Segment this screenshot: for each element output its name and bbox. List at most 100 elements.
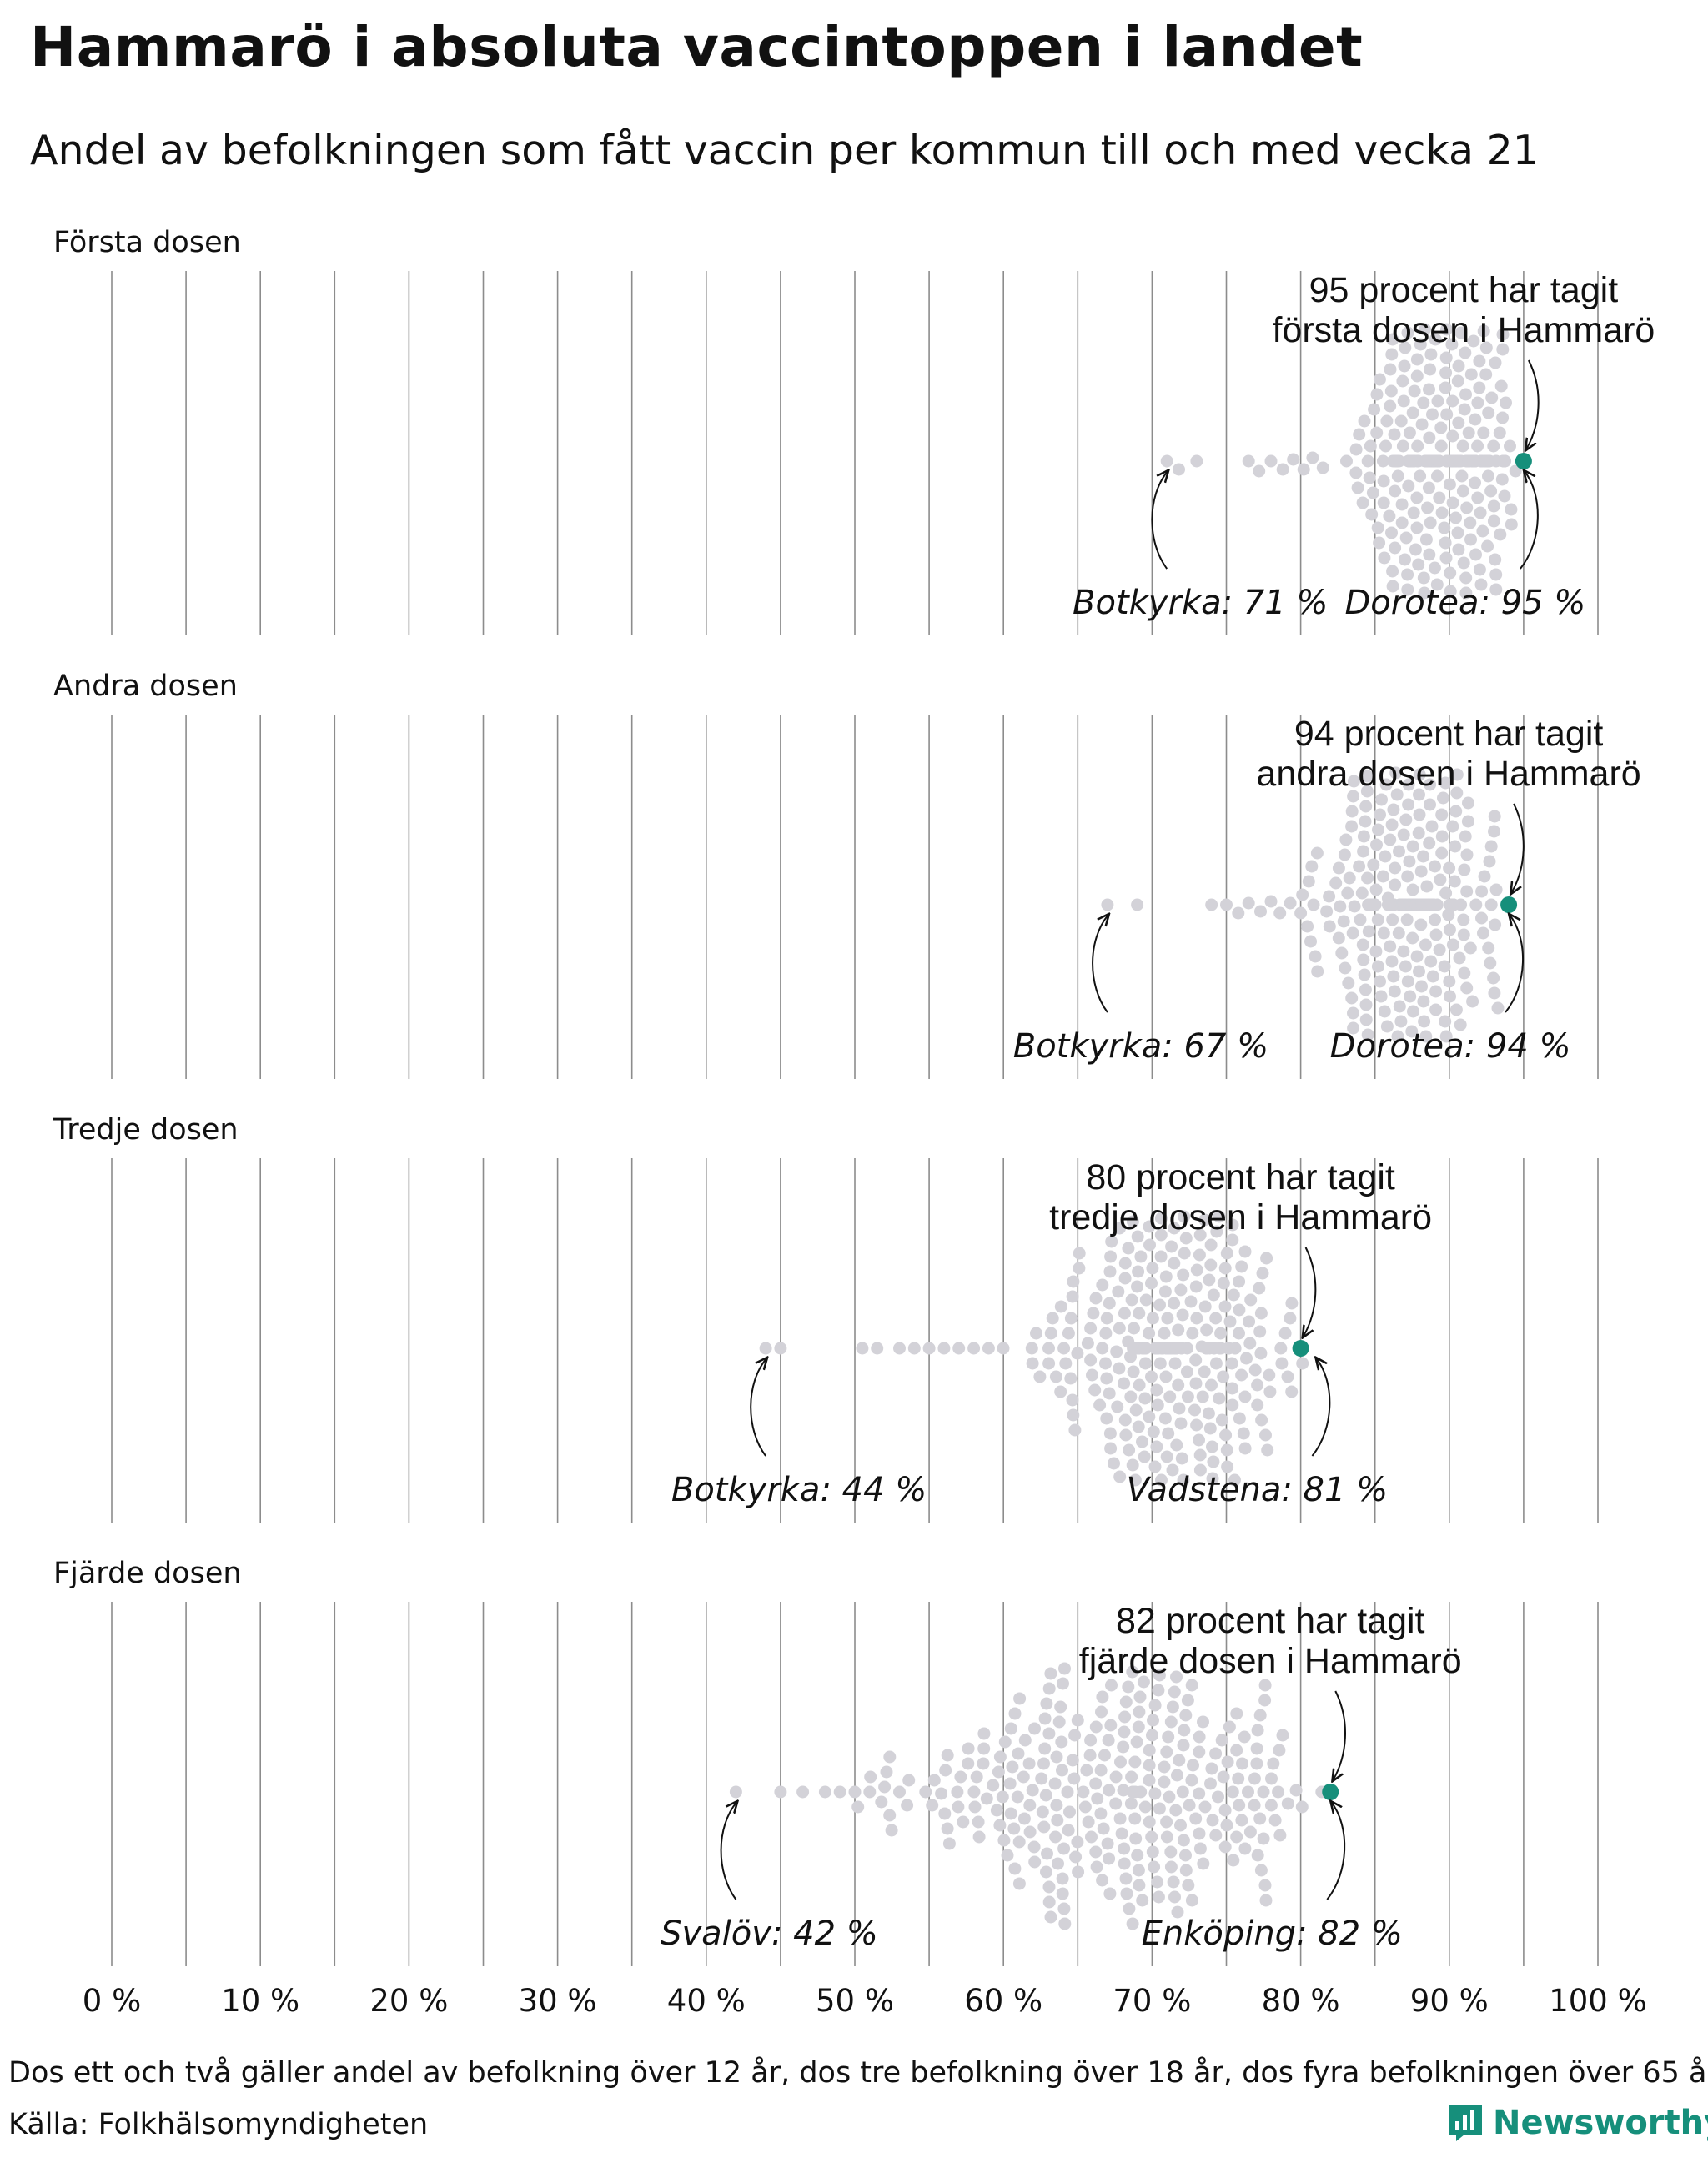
municipality-dot	[1235, 1260, 1248, 1273]
municipality-dot	[1341, 886, 1354, 900]
municipality-dot	[1057, 1342, 1071, 1355]
municipality-dot	[1358, 968, 1371, 981]
municipality-dot	[1118, 1377, 1131, 1390]
municipality-dot	[967, 1342, 981, 1355]
municipality-dot	[901, 1799, 914, 1812]
min-arrow	[1151, 471, 1168, 570]
municipality-dot	[952, 1800, 965, 1814]
municipality-dot	[1118, 1842, 1131, 1855]
municipality-dot	[1171, 1769, 1183, 1782]
municipality-dot	[1424, 516, 1437, 529]
municipality-dot	[1439, 1030, 1453, 1043]
municipality-dot	[1113, 1362, 1126, 1375]
municipality-dot	[1496, 328, 1510, 341]
municipality-dot	[1285, 1297, 1299, 1310]
municipality-dot	[1464, 368, 1478, 381]
municipality-dot	[1174, 1819, 1187, 1832]
municipality-dot	[1137, 1675, 1150, 1689]
municipality-dot	[1126, 1215, 1139, 1228]
municipality-dot	[1434, 439, 1448, 453]
municipality-dot	[1294, 906, 1308, 920]
municipality-dot	[1403, 426, 1416, 439]
municipality-dot	[1399, 813, 1413, 826]
municipality-dot	[1173, 1754, 1186, 1767]
municipality-dot	[1459, 571, 1473, 585]
municipality-dot	[1202, 1407, 1215, 1420]
municipality-dot	[1094, 1764, 1108, 1777]
municipality-dot	[1063, 1805, 1076, 1819]
municipality-dot	[1103, 1852, 1116, 1865]
municipality-dot	[1438, 521, 1451, 534]
municipality-dot	[1198, 1800, 1212, 1814]
municipality-dot	[1226, 1382, 1239, 1395]
municipality-dot	[1489, 356, 1502, 369]
municipality-dot	[1197, 1857, 1210, 1870]
municipality-dot	[1028, 1722, 1041, 1735]
municipality-dot	[1401, 870, 1414, 883]
municipality-dot	[1377, 926, 1390, 940]
municipality-dot	[1273, 1829, 1287, 1842]
municipality-dot	[1040, 1697, 1053, 1710]
municipality-dot	[1204, 1777, 1217, 1790]
municipality-dot	[1226, 1233, 1239, 1247]
municipality-dot	[1361, 454, 1374, 468]
municipality-dot	[1487, 439, 1500, 453]
municipality-dot	[1193, 1730, 1206, 1744]
municipality-dot	[1190, 1263, 1203, 1277]
municipality-dot	[1401, 975, 1414, 988]
municipality-dot	[1012, 1835, 1026, 1849]
municipality-dot	[1172, 1378, 1185, 1392]
municipality-dot	[1118, 1725, 1131, 1739]
municipality-dot	[1103, 1387, 1116, 1400]
municipality-dot	[1072, 1865, 1085, 1879]
municipality-dot	[1358, 414, 1371, 428]
municipality-dot	[1462, 426, 1475, 439]
municipality-dot	[1235, 1814, 1248, 1827]
municipality-dot	[1071, 1347, 1084, 1360]
municipality-dot	[1433, 943, 1446, 956]
municipality-dot	[1100, 1412, 1113, 1425]
municipality-dot	[1209, 1357, 1223, 1370]
municipality-dot	[1158, 1412, 1172, 1425]
municipality-dot	[1073, 1247, 1086, 1260]
municipality-dot	[1430, 578, 1444, 591]
municipality-dot	[1455, 469, 1469, 483]
municipality-dot	[939, 1764, 952, 1777]
municipality-dot	[1400, 913, 1414, 926]
municipality-dot	[1254, 905, 1267, 918]
municipality-dot	[1401, 326, 1414, 339]
municipality-dot	[1417, 995, 1430, 1008]
municipality-dot	[880, 1765, 893, 1779]
municipality-dot	[1143, 1238, 1156, 1252]
municipality-dot	[1476, 524, 1489, 538]
municipality-dot	[1479, 368, 1493, 381]
municipality-dot	[1126, 1458, 1139, 1472]
municipality-dot	[1402, 798, 1415, 811]
municipality-dot	[1504, 439, 1516, 453]
municipality-dot	[1112, 1285, 1125, 1298]
municipality-dot	[1316, 461, 1329, 474]
municipality-dot	[1401, 583, 1414, 596]
municipality-dot	[1388, 985, 1401, 998]
municipality-dot	[1193, 1745, 1206, 1759]
municipality-dot	[1421, 501, 1434, 514]
municipality-dot	[1385, 818, 1399, 831]
municipality-dot	[1415, 418, 1429, 431]
municipality-dot	[1434, 421, 1448, 434]
municipality-dot	[1345, 805, 1359, 818]
municipality-dot	[1457, 913, 1470, 926]
municipality-dot	[1370, 838, 1383, 851]
max-label: Enköping: 82 %	[1142, 1915, 1403, 1953]
municipality-dot	[1105, 1679, 1118, 1692]
municipality-dot	[1434, 873, 1447, 886]
municipality-dot	[1130, 1735, 1143, 1749]
municipality-dot	[1419, 323, 1431, 336]
municipality-dot	[1477, 324, 1490, 338]
municipality-dot	[1018, 1734, 1032, 1747]
municipality-dot	[1477, 926, 1489, 940]
municipality-dot	[1360, 785, 1374, 798]
municipality-dot	[1369, 898, 1382, 911]
municipality-dot	[1359, 998, 1373, 1011]
municipality-dot	[1471, 491, 1484, 504]
